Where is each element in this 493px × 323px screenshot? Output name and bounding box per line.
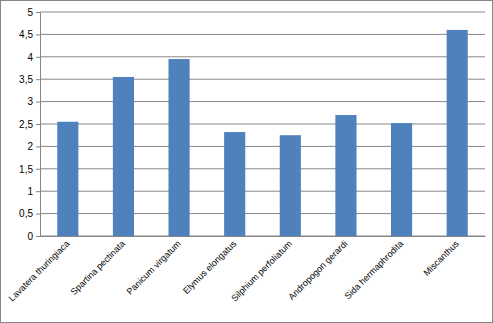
y-axis: 0 0,5 1 1,5 2 2,5 3 3,5 4 4,5 5 [19, 7, 40, 242]
y-tick: 1,5 [19, 164, 40, 175]
x-tick: Lavatera thuringiaca [7, 236, 72, 303]
y-tick: 0 [27, 231, 40, 242]
y-tick-mark [36, 169, 40, 170]
y-tick-label: 4 [27, 52, 33, 63]
y-tick-label: 4,5 [19, 29, 33, 40]
bar [168, 59, 189, 236]
x-tick-label: Lavatera thuringiaca [7, 239, 72, 304]
bar [113, 77, 134, 236]
y-tick: 3 [27, 96, 40, 107]
grid-line [40, 12, 485, 13]
y-tick-label: 3 [27, 96, 33, 107]
x-tick-label: Panicum virgatum [125, 239, 183, 297]
grid-line [40, 34, 485, 35]
y-tick-label: 0 [27, 231, 33, 242]
grid-line [40, 191, 485, 192]
bar [280, 135, 301, 236]
bar [391, 123, 412, 236]
bar [224, 132, 245, 236]
y-tick-mark [36, 236, 40, 237]
x-tick: Miscanthus [422, 236, 462, 278]
chart: 0 0,5 1 1,5 2 2,5 3 3,5 4 4,5 5 Lavatera thuringiac… [0, 0, 493, 323]
y-tick-mark [36, 191, 40, 192]
y-axis-line [36, 13, 41, 237]
y-tick-mark [36, 79, 40, 80]
grid-line [40, 101, 485, 102]
chart-border [1, 1, 493, 323]
grid-line [40, 79, 485, 80]
plot: 0 0,5 1 1,5 2 2,5 3 3,5 4 4,5 5 Lavatera thuringiac… [7, 7, 486, 304]
x-tick-label: Miscanthus [422, 238, 462, 278]
grid-line [40, 56, 485, 57]
y-tick: 4 [27, 52, 40, 63]
x-tick-label: Spartina pectinata [69, 239, 127, 297]
y-tick-mark [36, 34, 40, 35]
y-tick-mark [36, 214, 40, 215]
y-tick-mark [36, 124, 40, 125]
y-tick: 2,5 [19, 119, 40, 130]
y-tick: 2 [27, 141, 40, 152]
x-tick-label: Elymus elongatus [181, 238, 239, 296]
x-tick: Silphium perfoliatum [229, 236, 294, 303]
x-tick-label: Sida hermaphrodita [343, 239, 406, 302]
y-tick-label: 1 [27, 186, 33, 197]
bar [57, 122, 78, 236]
x-tick-label: Andropogon gerardi [286, 239, 349, 302]
x-tick: Andropogon gerardi [286, 236, 349, 302]
y-tick: 3,5 [19, 74, 40, 85]
y-tick: 4,5 [19, 29, 40, 40]
y-tick: 5 [27, 7, 40, 18]
y-tick-mark [36, 12, 40, 13]
grid-line [40, 146, 485, 147]
y-tick-mark [36, 57, 40, 58]
x-tick: Sida hermaphrodita [343, 236, 406, 301]
x-tick: Spartina pectinata [69, 236, 127, 297]
grid-line [40, 124, 485, 125]
bar [335, 115, 356, 236]
y-tick-label: 0,5 [19, 208, 33, 219]
bars [57, 30, 468, 236]
bar [447, 30, 468, 236]
x-tick-label: Silphium perfoliatum [229, 239, 294, 304]
y-tick-label: 1,5 [19, 164, 33, 175]
x-tick: Panicum virgatum [125, 236, 183, 297]
y-tick: 1 [27, 186, 40, 197]
y-tick: 0,5 [19, 208, 40, 219]
x-axis-line [41, 236, 486, 237]
y-tick-label: 2 [27, 141, 33, 152]
grid [40, 12, 485, 236]
y-tick-mark [36, 102, 40, 103]
y-tick-label: 5 [27, 7, 33, 18]
grid-line [40, 168, 485, 169]
y-tick-label: 2,5 [19, 119, 33, 130]
x-axis: Lavatera thuringiacaSpartina pectinataPa… [7, 236, 486, 303]
grid-line [40, 213, 485, 214]
y-tick-mark [36, 146, 40, 147]
x-tick: Elymus elongatus [181, 236, 239, 296]
grid-line [40, 236, 485, 237]
y-tick-label: 3,5 [19, 74, 33, 85]
